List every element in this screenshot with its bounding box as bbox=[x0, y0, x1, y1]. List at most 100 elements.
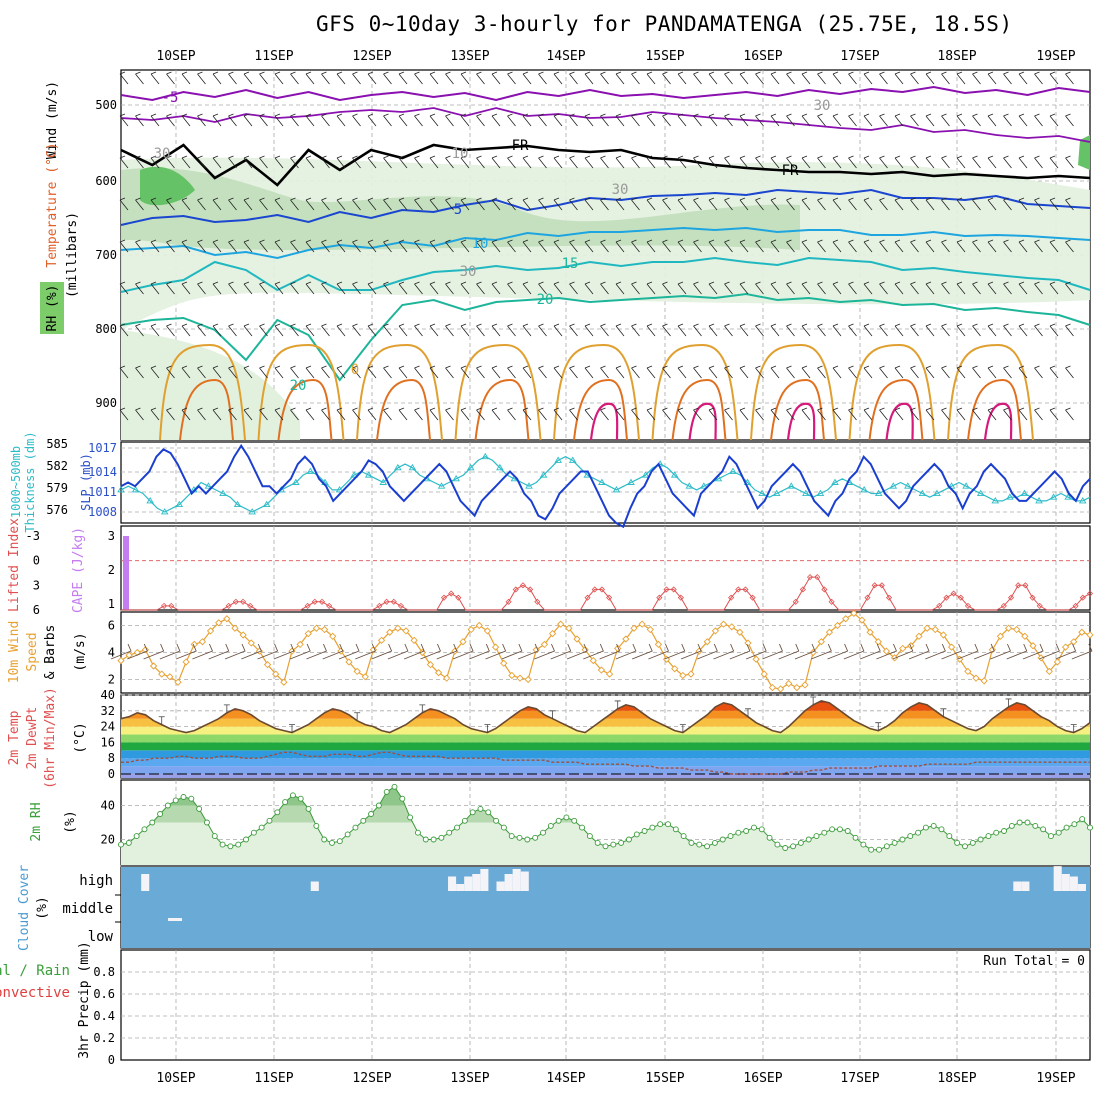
upper-wind-barb bbox=[135, 407, 144, 421]
rh-point bbox=[375, 802, 382, 809]
isotherm-30 bbox=[573, 378, 628, 441]
upper-wind-barb bbox=[274, 323, 284, 337]
isotherm-30 bbox=[671, 378, 727, 441]
temp-band bbox=[121, 742, 1090, 751]
wind-barb bbox=[241, 643, 262, 660]
cape-bar bbox=[123, 536, 129, 610]
isotherm-minus5 bbox=[120, 85, 1091, 102]
upper-wind-barb bbox=[662, 155, 671, 169]
upper-wind-barb bbox=[584, 155, 594, 169]
rh-point bbox=[329, 839, 335, 846]
upper-wind-barb bbox=[646, 197, 656, 211]
upper-wind-barb bbox=[336, 323, 346, 337]
upper-wind-barb bbox=[150, 155, 160, 169]
upper-wind-barb bbox=[352, 155, 361, 169]
upper-wind-barb bbox=[662, 239, 671, 253]
upper-wind-barb bbox=[569, 239, 578, 253]
rh-point bbox=[1063, 824, 1070, 831]
upper-wind-barb bbox=[507, 365, 516, 379]
upper-wind-barb bbox=[1049, 71, 1059, 85]
upper-wind-barb bbox=[615, 71, 625, 85]
upper-wind-barb bbox=[832, 155, 842, 169]
wind-barb bbox=[713, 643, 735, 660]
rh-point bbox=[821, 829, 828, 836]
temp-tick: 0 bbox=[108, 767, 115, 781]
wind-barb bbox=[973, 643, 995, 660]
isotherm-30 bbox=[770, 378, 825, 441]
upper-wind-barb bbox=[817, 281, 826, 295]
upper-wind-barb bbox=[150, 113, 160, 127]
upper-wind-barb bbox=[197, 197, 206, 211]
lifted-index-point bbox=[663, 586, 670, 593]
wind-barb bbox=[257, 643, 279, 660]
upper-wind-barb bbox=[1034, 323, 1043, 337]
upper-wind-barb bbox=[522, 407, 532, 421]
slp-tick: 1017 bbox=[88, 441, 117, 455]
rh-point bbox=[852, 834, 859, 841]
cloud-level-label: middle bbox=[62, 901, 113, 917]
cloud-middle-bar bbox=[168, 918, 182, 921]
upper-wind-barb bbox=[321, 71, 330, 85]
upper-wind-barb bbox=[910, 323, 919, 337]
upper-wind-barb bbox=[724, 323, 733, 337]
upper-wind-barb bbox=[460, 197, 470, 211]
wind-speed-point bbox=[394, 624, 402, 632]
rh-point bbox=[360, 817, 367, 824]
upper-wind-barb bbox=[925, 155, 935, 169]
rh-point bbox=[204, 819, 210, 826]
li-tick: 0 bbox=[33, 554, 40, 568]
rh-point bbox=[883, 843, 890, 850]
upper-wind-barb bbox=[336, 365, 346, 379]
upper-wind-barb bbox=[1049, 407, 1059, 421]
cape-tick: 3 bbox=[108, 529, 115, 543]
wind-speed-point bbox=[850, 609, 858, 617]
upper-wind-barb bbox=[894, 239, 904, 253]
temp-axis-title-2: 2m DewPt bbox=[25, 707, 40, 770]
wind-speed-point bbox=[1053, 658, 1062, 666]
isotherm-25 bbox=[159, 343, 246, 441]
rh-point bbox=[336, 838, 343, 845]
lifted-index-point bbox=[318, 598, 326, 605]
rh-point bbox=[579, 824, 586, 831]
upper-wind-barb bbox=[243, 365, 253, 379]
upper-wind-barb bbox=[553, 197, 563, 211]
upper-wind-barb bbox=[429, 71, 439, 85]
upper-wind-barb bbox=[1049, 113, 1059, 127]
upper-wind-barb bbox=[755, 281, 764, 295]
lifted-index-point bbox=[584, 594, 591, 601]
upper-wind-barb bbox=[972, 71, 981, 85]
upper-wind-barb bbox=[1034, 281, 1043, 295]
upper-wind-barb bbox=[972, 407, 981, 421]
upper-wind-barb bbox=[724, 197, 733, 211]
wind-speed-point bbox=[793, 683, 801, 692]
upper-wind-barb bbox=[429, 197, 439, 211]
thickness-point bbox=[1049, 493, 1058, 500]
upper-wind-barb bbox=[677, 113, 687, 127]
contour-label: 5 bbox=[454, 202, 462, 218]
rh-shade-band-high bbox=[1078, 135, 1090, 170]
wind-speed-point bbox=[223, 615, 231, 623]
wind-barb bbox=[127, 643, 148, 660]
upper-wind-barb bbox=[863, 281, 873, 295]
wind-speed-point bbox=[182, 658, 190, 666]
wind-speed-point bbox=[434, 669, 443, 677]
wind-speed-point bbox=[369, 646, 378, 654]
upper-wind-barb bbox=[460, 71, 470, 85]
upper-wind-barb bbox=[1018, 71, 1028, 85]
upper-wind-barb bbox=[863, 407, 873, 421]
lifted-index-point bbox=[519, 582, 527, 589]
upper-wind-barb bbox=[941, 113, 950, 127]
upper-wind-barb bbox=[786, 197, 795, 211]
upper-wind-barb bbox=[972, 239, 981, 253]
upper-wind-barb bbox=[770, 281, 780, 295]
stability-frame bbox=[120, 525, 1091, 611]
rh-point bbox=[782, 845, 789, 851]
rh-point bbox=[696, 841, 703, 848]
upper-wind-barb bbox=[693, 281, 702, 295]
lifted-index-point bbox=[304, 602, 311, 609]
lifted-index-point bbox=[1072, 602, 1079, 609]
upper-wind-barb bbox=[801, 113, 811, 127]
upper-wind-barb bbox=[662, 323, 671, 337]
rh-point bbox=[790, 843, 796, 850]
upper-wind-barb bbox=[1018, 407, 1028, 421]
